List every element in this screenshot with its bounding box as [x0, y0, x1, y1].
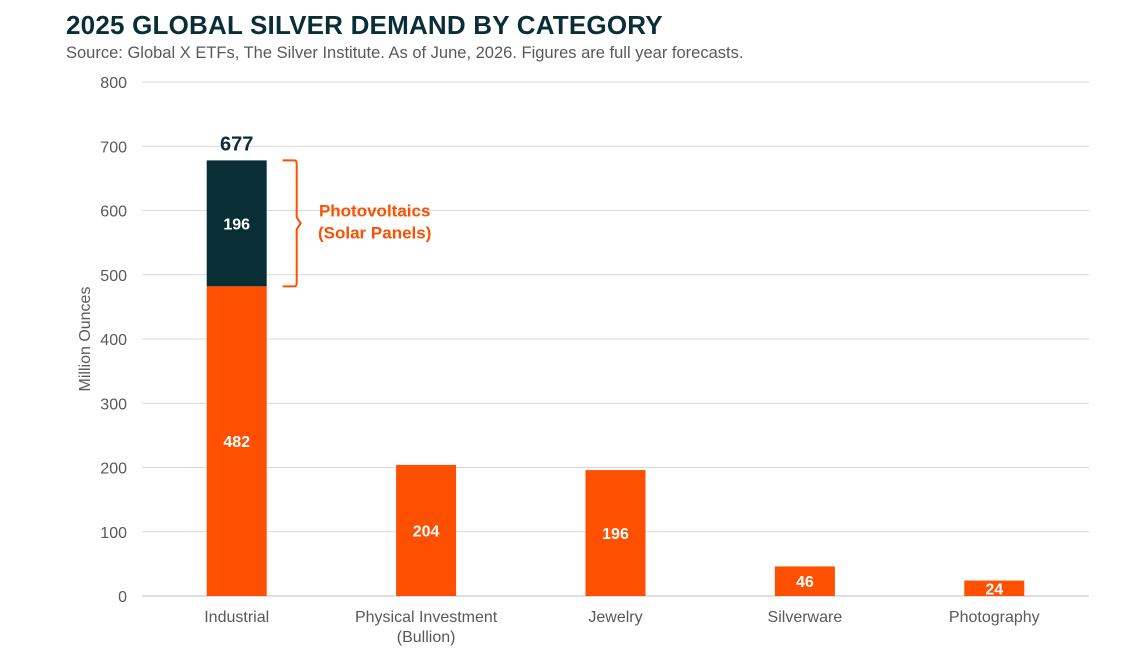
y-tick-label: 200: [100, 461, 127, 478]
bar-segment: [774, 566, 835, 596]
data-label: 24: [985, 581, 1003, 598]
category-label: (Bullion): [397, 629, 456, 646]
data-label: 196: [602, 526, 629, 543]
data-label: 204: [413, 523, 440, 540]
category-label: Jewelry: [588, 609, 642, 626]
category-label: Industrial: [204, 609, 269, 626]
y-tick-label: 100: [100, 525, 127, 542]
data-label: 482: [223, 434, 250, 451]
annotation-label: Photovoltaics: [319, 201, 430, 220]
chart-title: 2025 GLOBAL SILVER DEMAND BY CATEGORY: [66, 10, 663, 40]
bars: [206, 160, 1025, 596]
bar-segment: [206, 160, 267, 287]
bar-segment: [585, 470, 646, 596]
category-label: Physical Investment: [355, 609, 498, 626]
bar-segment: [206, 286, 267, 596]
bracket: [282, 159, 302, 288]
y-tick-label: 500: [100, 268, 127, 285]
y-tick-label: 300: [100, 396, 127, 413]
y-axis-ticks: 0 100 200 300 400 500 600 700 800: [100, 75, 127, 606]
y-tick-label: 400: [100, 332, 127, 349]
y-axis-label: Million Ounces: [77, 287, 94, 392]
chart-subtitle: Source: Global X ETFs, The Silver Instit…: [66, 44, 744, 62]
y-tick-label: 700: [100, 139, 127, 156]
total-label: 677: [220, 133, 253, 155]
y-tick-label: 0: [118, 589, 127, 606]
bar-segment: [964, 580, 1025, 596]
data-label: 196: [223, 216, 250, 233]
x-axis-categories: Industrial Physical Investment (Bullion) Je…: [204, 609, 1039, 646]
category-label: Photography: [949, 609, 1040, 626]
data-labels: 482 196 204 196 46 24 677: [220, 133, 1003, 598]
category-label: Silverware: [768, 609, 843, 626]
data-label: 46: [796, 574, 814, 591]
y-tick-label: 800: [100, 75, 127, 92]
bar-segment: [396, 464, 457, 596]
y-tick-label: 600: [100, 204, 127, 221]
annotation-label: (Solar Panels): [318, 223, 431, 242]
photovoltaics-annotation: Photovoltaics (Solar Panels): [282, 159, 431, 288]
